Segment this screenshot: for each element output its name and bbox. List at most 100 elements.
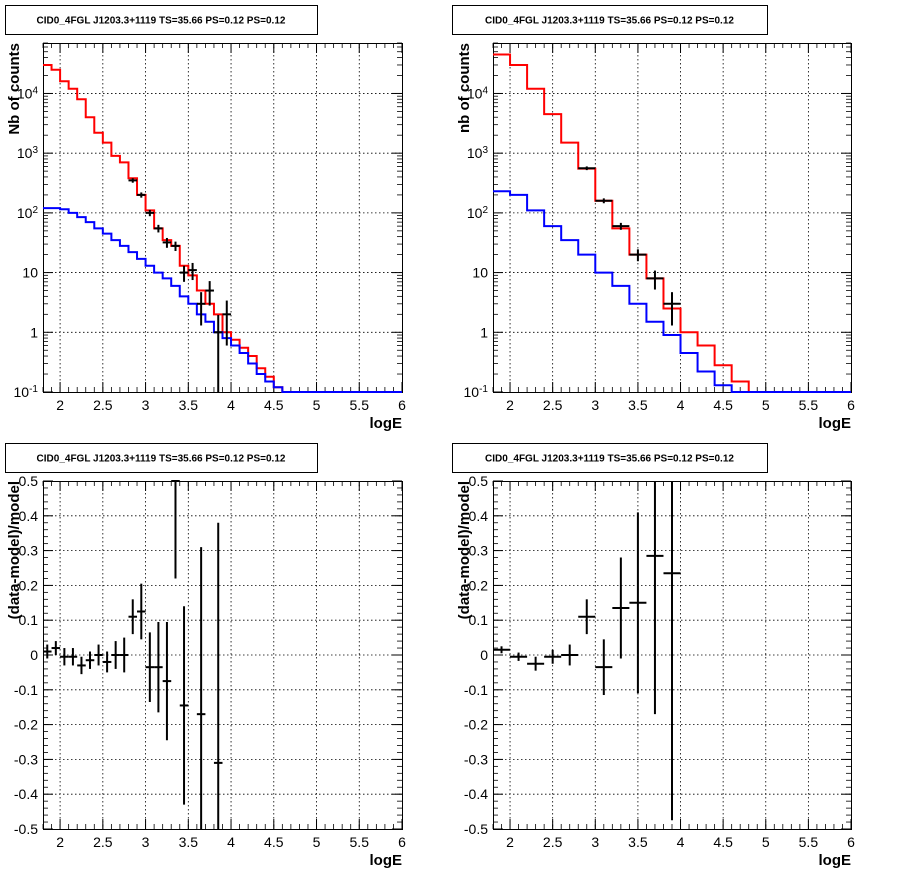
x-tick-label: 3.5 xyxy=(628,834,648,850)
x-tick-label: 4.5 xyxy=(264,834,284,850)
chart-title: CID0_4FGL J1203.3+1119 TS=35.66 PS=0.12 … xyxy=(485,16,734,27)
y-tick-label: 10-1 xyxy=(464,384,489,401)
chart-title-box xyxy=(452,443,768,473)
y-tick-label: -0.5 xyxy=(464,821,488,837)
x-tick-label: 4.5 xyxy=(713,834,733,850)
y-tick-label: 0.3 xyxy=(19,543,39,559)
x-tick-label: 2 xyxy=(56,397,64,413)
y-tick-label: -0.5 xyxy=(14,821,38,837)
data-point xyxy=(68,648,78,666)
data-point xyxy=(171,241,180,251)
y-tick-label: 10 xyxy=(22,265,38,281)
x-tick-label: 2.5 xyxy=(543,834,563,850)
data-point xyxy=(663,481,681,821)
data-point xyxy=(119,637,129,673)
y-tick-label: -0.4 xyxy=(14,786,38,802)
y-tick-label: 0.2 xyxy=(469,577,489,593)
x-tick-label: 3 xyxy=(591,834,599,850)
x-tick-label: 5 xyxy=(762,834,770,850)
data-point xyxy=(137,583,146,640)
x-tick-label: 5 xyxy=(313,397,321,413)
data-point xyxy=(493,646,511,654)
data-point xyxy=(595,198,613,204)
data-point xyxy=(213,522,223,829)
data-point xyxy=(561,644,579,666)
x-tick-label: 6 xyxy=(398,834,406,850)
y-tick-label: -0.3 xyxy=(14,751,38,767)
data-point xyxy=(213,314,223,392)
y-tick-label: 0.3 xyxy=(469,543,489,559)
x-tick-label: 4 xyxy=(677,397,685,413)
data-point xyxy=(154,224,163,233)
chart-title: CID0_4FGL J1203.3+1119 TS=35.66 PS=0.12 … xyxy=(485,454,734,465)
data-point xyxy=(128,599,138,635)
chart-title: CID0_4FGL J1203.3+1119 TS=35.66 PS=0.12 … xyxy=(37,454,286,465)
data-point xyxy=(111,641,120,669)
y-tick-label: 10-1 xyxy=(14,384,39,401)
x-tick-label: 4 xyxy=(227,834,235,850)
y-tick-label: -0.2 xyxy=(14,717,38,733)
histogram-series-2 xyxy=(43,207,402,393)
x-tick-label: 4 xyxy=(227,397,235,413)
y-tick-label: -0.1 xyxy=(14,682,38,698)
x-tick-label: 5 xyxy=(762,397,770,413)
data-point xyxy=(629,512,647,694)
data-point xyxy=(128,178,138,183)
chart-title-box xyxy=(5,443,318,473)
data-point xyxy=(646,481,664,715)
data-point xyxy=(188,262,197,281)
x-tick-label: 5.5 xyxy=(350,397,370,413)
data-point xyxy=(612,222,630,230)
data-point xyxy=(510,652,528,661)
x-tick-label: 6 xyxy=(847,397,855,413)
y-tick-label: 0.1 xyxy=(19,612,39,628)
data-point xyxy=(205,281,214,306)
y-tick-label: 104 xyxy=(467,85,489,102)
data-point xyxy=(578,599,596,635)
data-point xyxy=(60,648,69,666)
y-tick-label: 1 xyxy=(30,324,38,340)
plot-frame xyxy=(43,43,403,393)
data-point xyxy=(179,606,189,805)
data-point xyxy=(646,270,664,290)
data-point xyxy=(222,300,232,346)
y-tick-label: 0 xyxy=(30,647,38,663)
x-tick-label: 5 xyxy=(313,834,321,850)
y-axis-label: nb of counts xyxy=(456,43,473,133)
x-tick-label: 3 xyxy=(591,397,599,413)
chart-panel-4: CID0_4FGL J1203.3+1119 TS=35.66 PS=0.12 … xyxy=(452,443,855,869)
y-tick-label: 102 xyxy=(467,204,489,221)
data-point xyxy=(544,649,562,664)
y-tick-label: -0.1 xyxy=(464,682,488,698)
chart-title: CID0_4FGL J1203.3+1119 TS=35.66 PS=0.12 … xyxy=(37,16,286,27)
x-tick-label: 3.5 xyxy=(179,834,199,850)
chart-title-box xyxy=(452,5,768,35)
data-point xyxy=(578,166,596,171)
x-tick-label: 2 xyxy=(56,834,64,850)
data-point xyxy=(162,621,172,741)
chart-panel-3: CID0_4FGL J1203.3+1119 TS=35.66 PS=0.12 … xyxy=(5,443,406,869)
y-tick-label: 103 xyxy=(17,145,39,162)
x-tick-label: 3 xyxy=(142,834,150,850)
y-tick-label: -0.3 xyxy=(464,751,488,767)
y-axis-label: Nb of counts xyxy=(6,43,23,135)
histogram-series-2 xyxy=(493,190,851,393)
plot-frame xyxy=(43,481,403,830)
data-point xyxy=(595,639,613,696)
data-point xyxy=(51,641,61,655)
chart-title-box xyxy=(5,5,318,35)
x-tick-label: 2.5 xyxy=(93,397,113,413)
y-tick-label: 0.1 xyxy=(469,612,489,628)
x-axis-label: logE xyxy=(819,852,852,869)
data-point xyxy=(612,557,630,659)
y-tick-label: 1 xyxy=(480,324,488,340)
data-point xyxy=(154,621,163,713)
y-tick-label: 0 xyxy=(480,647,488,663)
data-point xyxy=(145,632,155,702)
data-point xyxy=(102,651,112,673)
x-tick-label: 5.5 xyxy=(799,834,819,850)
data-point xyxy=(94,644,103,666)
data-point xyxy=(137,192,146,198)
x-tick-label: 2 xyxy=(506,397,514,413)
y-tick-label: 10 xyxy=(472,265,488,281)
